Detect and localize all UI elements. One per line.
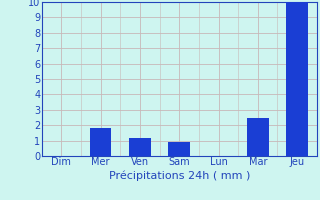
X-axis label: Précipitations 24h ( mm ): Précipitations 24h ( mm )	[108, 170, 250, 181]
Bar	[168, 142, 190, 156]
Bar	[286, 2, 308, 156]
Bar	[90, 128, 111, 156]
Bar	[247, 117, 268, 156]
Bar	[129, 138, 151, 156]
